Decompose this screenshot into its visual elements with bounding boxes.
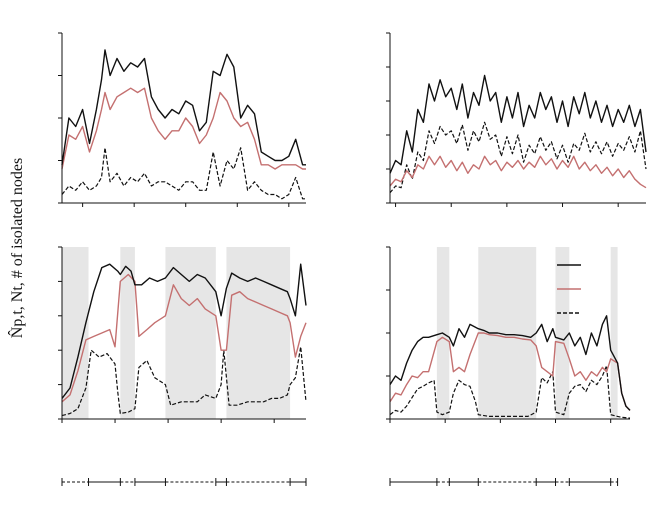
series-line-iso (389, 365, 631, 419)
series-line-iso (61, 346, 307, 417)
series-line-np (61, 49, 306, 166)
shaded-band (555, 247, 570, 419)
shaded-band (165, 247, 216, 419)
shaded-band (226, 247, 291, 419)
series-line-nt (389, 332, 631, 411)
series-line-iso (389, 121, 647, 194)
series-line-nt (61, 87, 306, 170)
legend (557, 264, 581, 314)
series-line-np (389, 315, 631, 411)
panel-ic2s2-17 (58, 246, 307, 423)
timeline-c (61, 478, 307, 486)
panel-ws-16 (386, 246, 631, 423)
shaded-band (610, 247, 618, 419)
y-axis-label: N̂p,t, Nt, # of isolated nodes (7, 158, 26, 338)
shaded-band (478, 247, 537, 419)
timeline-d (389, 478, 619, 486)
panel-hospital (58, 32, 306, 207)
series-line-np (389, 74, 647, 174)
series-line-nt (61, 273, 307, 403)
series-line-np (61, 263, 307, 399)
panel-workplace (386, 32, 647, 207)
shaded-band (120, 247, 135, 419)
series-line-nt (389, 155, 647, 189)
series-line-iso (61, 147, 306, 200)
